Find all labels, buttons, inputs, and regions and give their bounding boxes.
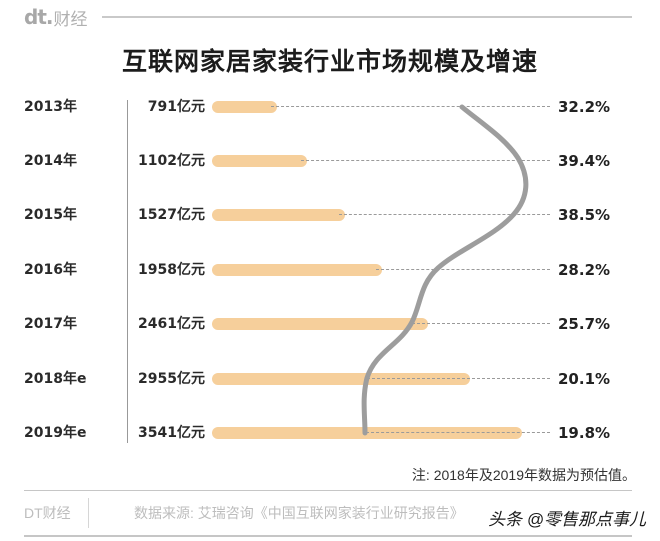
chart-row: 2018年e 2955亿元 20.1%: [0, 367, 660, 391]
year-label: 2014年: [24, 153, 77, 169]
growth-rate-label: 25.7%: [558, 315, 611, 333]
chart-row: 2013年 791亿元 32.2%: [0, 95, 660, 119]
leader-line: [366, 432, 550, 433]
top-divider: [102, 16, 632, 18]
brand: dt. 财经: [24, 4, 87, 30]
brand-name: 财经: [53, 9, 88, 29]
leader-line: [412, 323, 550, 324]
market-size-value: 2461亿元: [138, 316, 205, 332]
leader-line: [376, 269, 550, 270]
market-size-value: 1527亿元: [138, 207, 205, 223]
growth-rate-label: 39.4%: [558, 152, 611, 170]
year-label: 2019年e: [24, 425, 87, 441]
market-size-bar: [212, 209, 345, 221]
market-size-value: 3541亿元: [138, 425, 205, 441]
market-size-bar: [212, 101, 277, 113]
growth-rate-label: 19.8%: [558, 424, 611, 442]
chart-row: 2017年 2461亿元 25.7%: [0, 312, 660, 336]
leader-line: [339, 214, 550, 215]
market-size-bar: [212, 427, 522, 439]
data-source: 数据来源: 艾瑞咨询《中国互联网家装行业研究报告》: [134, 505, 464, 521]
year-label: 2015年: [24, 207, 77, 223]
growth-rate-label: 20.1%: [558, 370, 611, 388]
chart-row: 2019年e 3541亿元 19.8%: [0, 421, 660, 445]
market-size-value: 2955亿元: [138, 371, 205, 387]
year-axis-line: [127, 100, 128, 443]
footer-brand: DT财经: [24, 505, 71, 521]
footer-divider-top: [24, 490, 632, 491]
brand-logo: dt.: [24, 5, 54, 29]
chart-row: 2015年 1527亿元 38.5%: [0, 203, 660, 227]
footer-separator: [88, 498, 89, 528]
watermark: 头条 @零售那点事儿: [488, 505, 646, 530]
year-label: 2016年: [24, 262, 77, 278]
market-size-bar: [212, 264, 382, 276]
year-label: 2013年: [24, 99, 77, 115]
leader-line: [301, 160, 550, 161]
year-label: 2017年: [24, 316, 77, 332]
chart-row: 2014年 1102亿元 39.4%: [0, 149, 660, 173]
footer-divider-bottom: [24, 535, 632, 537]
market-size-value: 1958亿元: [138, 262, 205, 278]
market-size-bar: [212, 373, 470, 385]
year-label: 2018年e: [24, 371, 87, 387]
market-size-value: 1102亿元: [138, 153, 205, 169]
market-size-bar: [212, 318, 428, 330]
leader-line: [271, 106, 550, 107]
chart-row: 2016年 1958亿元 28.2%: [0, 258, 660, 282]
growth-rate-label: 32.2%: [558, 98, 611, 116]
chart-title: 互联网家居家装行业市场规模及增速: [121, 47, 538, 76]
growth-rate-label: 38.5%: [558, 206, 611, 224]
market-size-bar: [212, 155, 307, 167]
leader-line: [367, 378, 550, 379]
growth-rate-label: 28.2%: [558, 261, 611, 279]
market-size-value: 791亿元: [147, 99, 205, 115]
estimate-note: 注: 2018年及2019年数据为预估值。: [411, 467, 636, 483]
